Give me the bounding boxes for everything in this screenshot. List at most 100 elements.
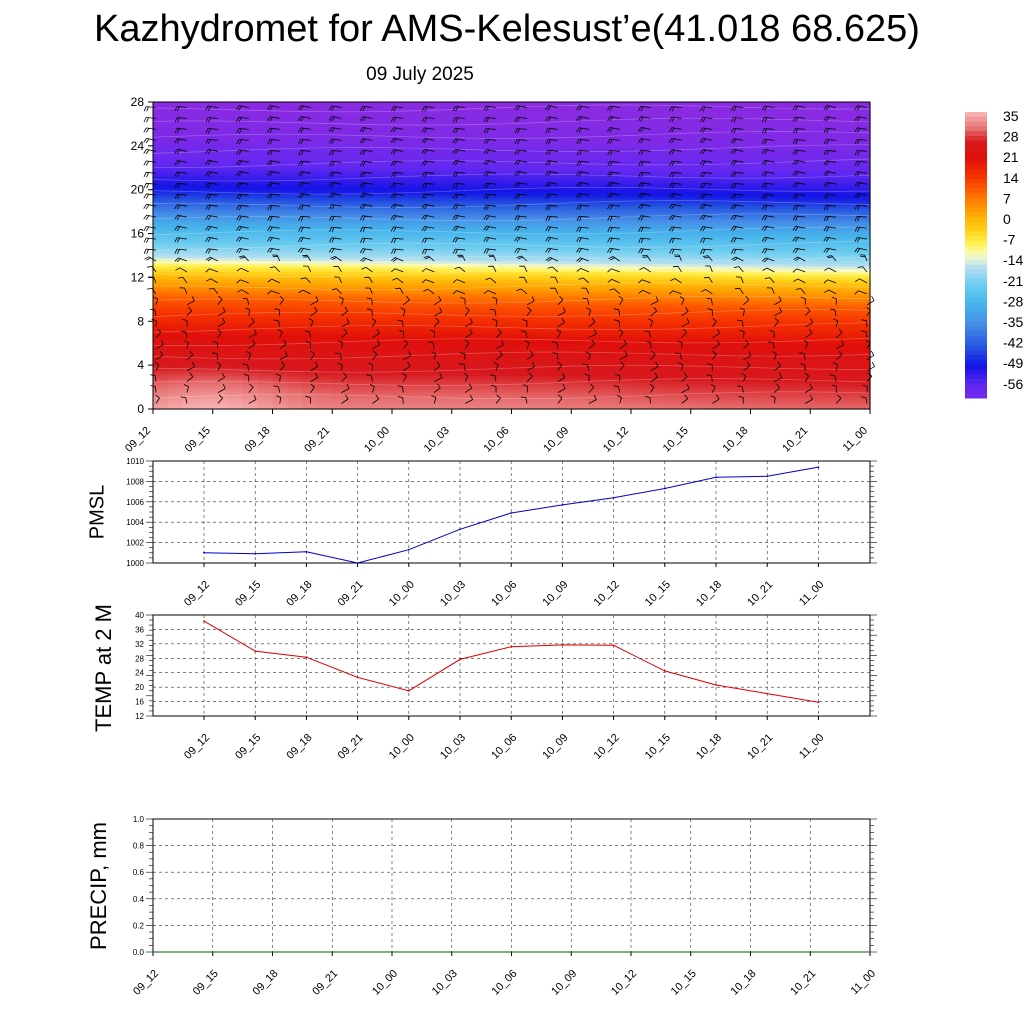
temp2m-point (305, 656, 308, 659)
precip-x-tick-label: 10_21 (788, 968, 818, 998)
precip-point (152, 951, 154, 953)
precip-point (271, 951, 274, 953)
precip-point (869, 951, 871, 953)
meteogram-y-tick-label: 28 (131, 95, 145, 109)
meteogram-y-tick-label: 0 (137, 402, 144, 416)
meteogram-y-tick-label: 4 (137, 358, 144, 372)
temp2m-x-tick-label: 09_18 (284, 732, 314, 762)
pmsl-x-tick-label: 09_18 (284, 579, 314, 609)
temp2m-x-tick-label: 10_09 (540, 732, 570, 762)
precip-x-tick-label: 10_12 (609, 968, 639, 998)
pmsl-point (561, 504, 564, 506)
temp2m-point (203, 620, 205, 622)
pmsl-minor-ticks (146, 460, 877, 564)
pmsl-point (459, 528, 461, 531)
pmsl-point (203, 551, 205, 554)
pmsl-x-tick-label: 11_00 (797, 579, 827, 609)
colorbar-label: 35 (1003, 108, 1019, 124)
meteogram-x-tick-label: 10_21 (780, 425, 810, 455)
colorbar (965, 112, 987, 399)
precip-y-tick-label: 0.2 (133, 921, 145, 930)
precip-x-tick-label: 09_15 (191, 968, 221, 998)
temp2m-x-tick-label: 10_06 (489, 732, 519, 762)
temp2m-point (561, 644, 564, 646)
meteogram-x-tick-label: 11_00 (841, 425, 871, 455)
meteogram-x-tick-label: 10_18 (721, 425, 751, 455)
meteogram-x-tick-label: 09_21 (302, 425, 332, 455)
colorbar-label: -7 (1003, 232, 1016, 248)
meteogram-y-tick-label: 20 (131, 183, 145, 197)
temp2m-y-tick-label: 32 (135, 640, 144, 649)
precip-point (391, 951, 393, 953)
meteogram-x-tick-label: 09_18 (243, 425, 273, 455)
forecast-date: 09 July 2025 (366, 64, 474, 85)
colorbar-label: -14 (1003, 252, 1023, 268)
pmsl-x-tick-label: 09_21 (336, 579, 366, 609)
colorbar-label: -49 (1003, 355, 1023, 371)
temp2m-point (715, 684, 717, 686)
pmsl-x-tick-label: 10_09 (540, 579, 570, 609)
colorbar-label: -35 (1003, 314, 1023, 330)
pmsl-x-tick-label: 10_00 (387, 579, 417, 609)
precip-point (630, 951, 632, 953)
precip-point (450, 951, 453, 953)
temp2m-point (663, 670, 666, 672)
heatmap-cells (153, 102, 871, 410)
meteogram-x-tick-label: 10_12 (601, 425, 631, 455)
temp2m-point (356, 676, 359, 679)
pmsl-y-tick-label: 1000 (126, 559, 144, 568)
precip-y-tick-label: 0.8 (133, 842, 145, 851)
temp2m-minor-ticks (146, 614, 877, 717)
meteogram-x-tick-label: 10_15 (661, 425, 691, 455)
temp2m-x-tick-label: 10_00 (387, 732, 417, 762)
pmsl-y-tick-label: 1010 (126, 457, 144, 466)
temp2m-y-tick-label: 28 (135, 654, 144, 663)
precip-point (689, 951, 692, 953)
pmsl-y-axis-label: PMSL (86, 485, 108, 539)
colorbar-label: 14 (1003, 170, 1019, 186)
pmsl-x-tick-label: 10_03 (438, 579, 468, 609)
pmsl-point (663, 487, 666, 490)
pmsl-y-tick-label: 1004 (126, 518, 144, 527)
pmsl-x-tick-label: 10_12 (592, 579, 622, 609)
meteogram-x-tick-label: 09_12 (123, 425, 153, 455)
temp2m-x-tick-label: 09_21 (336, 732, 366, 762)
temp2m-y-tick-label: 16 (135, 698, 144, 707)
temp2m-y-axis-label: TEMP at 2 M (91, 604, 116, 732)
pmsl-point (715, 476, 717, 479)
colorbar-label: 21 (1003, 149, 1019, 165)
precip-x-tick-label: 10_18 (729, 968, 759, 998)
precip-minor-ticks (146, 818, 877, 953)
precip-y-tick-label: 1.0 (133, 815, 145, 824)
precip-y-tick-label: 0.6 (133, 868, 145, 877)
temp2m-grid (153, 615, 870, 716)
temp2m-y-tick-label: 36 (135, 625, 144, 634)
pmsl-grid (153, 461, 870, 563)
precip-point (510, 951, 513, 953)
temp2m-x-tick-label: 11_00 (797, 732, 827, 762)
pmsl-y-tick-label: 1008 (126, 477, 144, 486)
pmsl-point (305, 550, 308, 553)
precip-x-tick-label: 09_18 (251, 968, 281, 998)
colorbar-label: -28 (1003, 293, 1023, 309)
temp2m-point (459, 658, 461, 661)
meteogram-x-tick-label: 10_00 (362, 425, 392, 455)
temp2m-point (766, 692, 769, 695)
temp2m-y-tick-label: 20 (135, 683, 144, 692)
precip-point (749, 951, 752, 953)
meteogram-x-tick-label: 10_03 (422, 425, 452, 455)
precip-x-tick-label: 09_21 (310, 968, 340, 998)
precip-x-tick-label: 10_09 (549, 968, 579, 998)
temp2m-x-tick-label: 09_15 (233, 732, 263, 762)
pmsl-y-tick-label: 1006 (126, 498, 144, 507)
pmsl-y-tick-label: 1002 (126, 539, 144, 548)
meteogram-x-tick-label: 10_09 (541, 425, 571, 455)
meteogram-x-tick-label: 10_06 (482, 425, 512, 455)
precip-x-tick-label: 10_06 (490, 968, 520, 998)
pmsl-x-tick-label: 10_06 (489, 579, 519, 609)
meteogram-y-tick-label: 24 (131, 139, 145, 153)
precip-x-tick-label: 10_00 (370, 968, 400, 998)
colorbar-label: -56 (1003, 376, 1023, 392)
pmsl-point (510, 512, 513, 514)
precip-y-tick-label: 0.0 (133, 948, 145, 957)
